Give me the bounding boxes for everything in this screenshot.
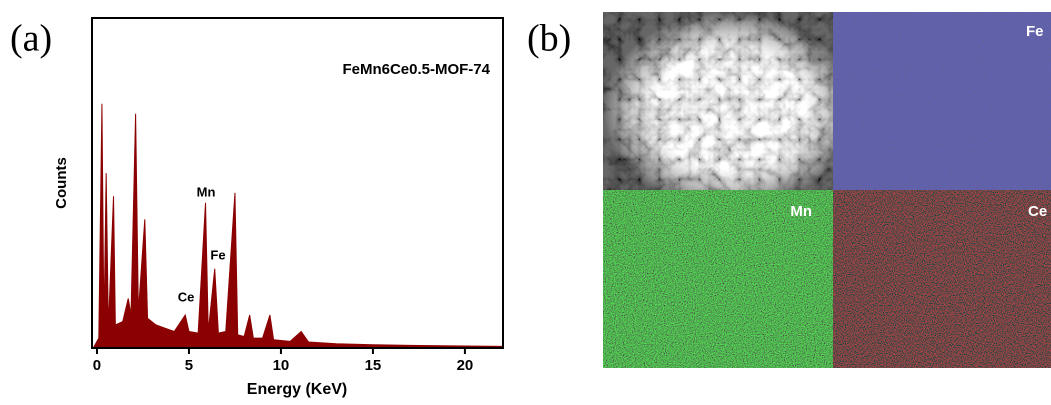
x-tick-label: 5 (185, 357, 193, 374)
panel-label: (a) (10, 18, 52, 60)
ce-map (833, 190, 1051, 368)
y-axis-label: Counts (53, 157, 70, 209)
map-label: Ce (1028, 203, 1047, 220)
x-tick-label: 15 (365, 357, 382, 374)
sem-image (603, 12, 1051, 368)
sample-label: FeMn6Ce0.5-MOF-74 (342, 61, 490, 78)
figure: (a) (b) Fe Mn Ce Counts Energy (KeV) FeM… (0, 0, 1051, 405)
x-tick-label: 0 (93, 357, 101, 374)
peak-label: Mn (197, 184, 216, 199)
spectrum (93, 104, 501, 348)
sem-shade (603, 12, 833, 190)
x-tick-label: 20 (457, 357, 474, 374)
x-tick-label: 10 (273, 357, 290, 374)
fe-map (833, 12, 1051, 190)
x-axis-label: Energy (KeV) (247, 381, 347, 398)
map-label: Mn (790, 203, 812, 220)
peak-label: Fe (210, 247, 225, 262)
panel-label: (b) (527, 18, 571, 60)
map-label: Fe (1026, 23, 1044, 40)
peak-label: Ce (178, 289, 195, 304)
